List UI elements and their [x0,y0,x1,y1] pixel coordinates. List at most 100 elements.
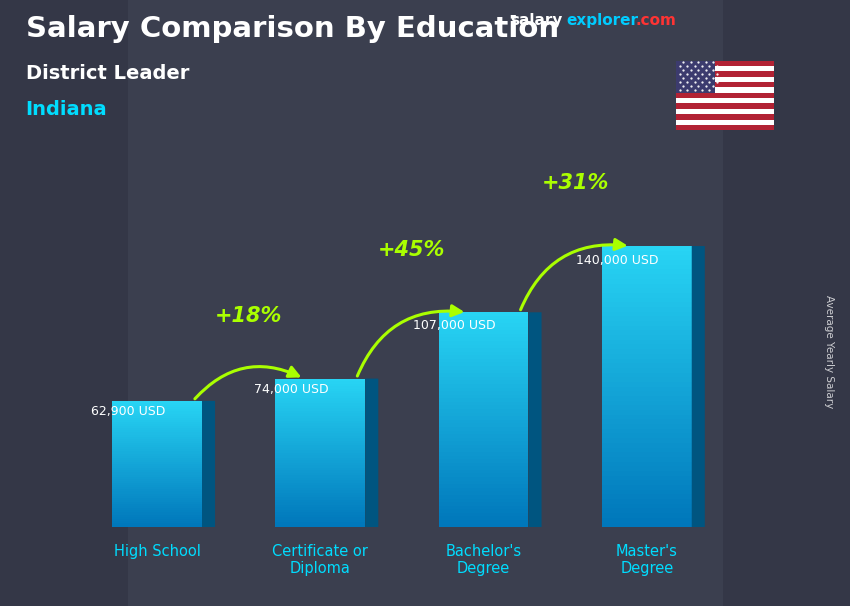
Bar [275,431,366,433]
Bar [439,420,529,424]
Bar [112,403,202,405]
Bar [439,319,529,323]
Bar [602,508,692,513]
Bar [275,443,366,445]
Bar [602,354,692,359]
Bar [439,327,529,330]
Bar [439,405,529,409]
Bar [112,496,202,498]
Bar [112,487,202,489]
Bar [439,516,529,520]
Text: 74,000 USD: 74,000 USD [253,383,328,396]
Bar [275,401,366,404]
Bar [112,460,202,462]
Bar [112,517,202,519]
Bar [602,415,692,419]
Bar [602,387,692,391]
Text: Indiana: Indiana [26,100,107,119]
Polygon shape [529,312,541,527]
Bar [439,513,529,516]
Bar [112,466,202,468]
Bar [112,405,202,407]
Bar [275,393,366,396]
Bar [112,493,202,496]
Text: 140,000 USD: 140,000 USD [576,255,659,267]
Bar [602,307,692,311]
Text: +31%: +31% [541,173,609,193]
Bar [275,485,366,488]
Bar [602,410,692,415]
Bar [602,518,692,522]
Bar [275,391,366,393]
Bar [602,401,692,405]
Bar [439,481,529,484]
Bar [112,523,202,525]
Bar [275,518,366,520]
Bar [439,520,529,524]
Bar [439,366,529,370]
Bar [676,98,774,104]
Bar [112,491,202,493]
Bar [602,504,692,508]
Bar [275,450,366,453]
Text: .com: .com [636,13,677,28]
Bar [112,521,202,523]
Bar [112,519,202,521]
Bar [439,413,529,416]
Bar [439,495,529,499]
Bar [275,421,366,423]
Bar [602,396,692,401]
Bar [112,441,202,443]
Bar [275,525,366,527]
Bar [602,481,692,485]
Bar [275,388,366,391]
Bar [602,321,692,325]
Bar [439,467,529,470]
Bar [439,473,529,477]
Text: Average Yearly Salary: Average Yearly Salary [824,295,834,408]
Bar [112,489,202,491]
Bar [112,473,202,474]
Bar [275,512,366,515]
Bar [602,513,692,518]
Bar [275,510,366,512]
Bar [676,109,774,114]
Bar [602,311,692,316]
Bar [676,104,774,109]
Bar [275,408,366,411]
Bar [275,500,366,502]
Bar [112,430,202,433]
Bar [275,490,366,493]
Bar [602,330,692,335]
Bar [275,475,366,478]
Bar [676,61,774,66]
Bar [602,490,692,494]
Bar [602,485,692,490]
Bar [112,409,202,411]
Bar [112,449,202,451]
Bar [602,391,692,396]
Bar [275,493,366,495]
Bar [439,430,529,434]
Bar [439,427,529,430]
Bar [112,474,202,477]
Bar [439,330,529,334]
Bar [112,456,202,458]
Bar [275,505,366,507]
Bar [602,265,692,270]
Bar [439,355,529,359]
Bar [275,384,366,386]
Bar [112,420,202,422]
Bar [275,411,366,413]
Bar [275,522,366,525]
Bar [676,114,774,119]
Bar [275,404,366,406]
Bar [439,452,529,456]
Bar [439,448,529,452]
Bar [602,419,692,424]
Bar [112,428,202,430]
Bar [275,482,366,485]
Bar [602,452,692,457]
Bar [602,316,692,321]
Bar [439,381,529,384]
